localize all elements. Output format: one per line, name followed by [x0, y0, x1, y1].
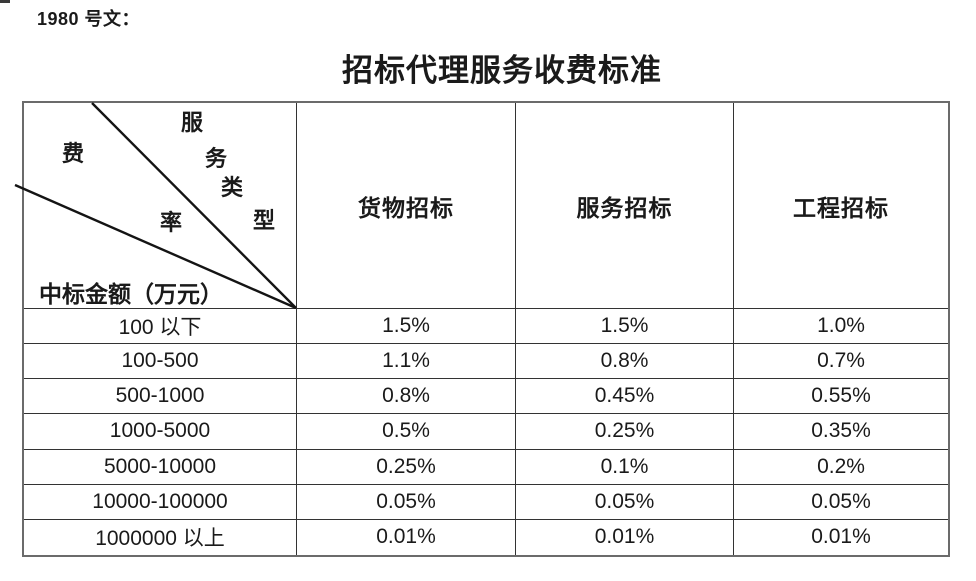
rate-value: 0.7%	[734, 344, 948, 380]
column-header-service: 服务招标	[516, 103, 734, 309]
rate-value: 1.5%	[297, 309, 516, 345]
corner-type-label-char: 类	[221, 175, 244, 200]
column-header-engineering: 工程招标	[734, 103, 948, 309]
rate-value: 0.01%	[811, 525, 871, 549]
page-title: 招标代理服务收费标准	[342, 53, 662, 88]
row-range: 100-500	[24, 344, 297, 380]
rate-value: 0.05%	[297, 484, 516, 520]
rate-value: 1.5%	[516, 309, 734, 345]
row-range: 1000000 以上	[24, 519, 297, 555]
diagonal-divider-lines	[14, 102, 297, 310]
rate-value: 0.1%	[516, 449, 734, 485]
corner-rate-label-char: 费	[62, 141, 85, 166]
rate-value: 0.01%	[516, 519, 734, 555]
rate-value: 0.25%	[516, 414, 734, 450]
row-range: 1000-5000	[24, 414, 297, 450]
rate-value: 0.5%	[297, 414, 516, 450]
rate-value: 0.05%	[516, 484, 734, 520]
row-range: 500-1000	[24, 379, 297, 415]
rate-value: 1.1%	[297, 344, 516, 380]
table-corner-cell: 服 务 类 型 费 率 中标金额（万元）	[14, 102, 297, 310]
doc-ref-label: 1980 号文：	[37, 9, 141, 29]
rate-value: 0.55%	[734, 379, 948, 415]
corner-type-label-char: 服	[181, 110, 204, 135]
rate-value: 0.05%	[734, 485, 948, 520]
rate-value: 1.0%	[734, 309, 948, 345]
fee-table: 服 务 类 型 费 率 中标金额（万元） 货物招标 服务招标 工程招标 100 …	[14, 101, 950, 557]
corner-rate-label-char: 率	[160, 210, 183, 235]
row-range: 5000-10000	[24, 449, 297, 485]
rate-value: 0.35%	[734, 414, 948, 450]
scan-artifact	[0, 0, 10, 3]
rate-value: 0.8%	[297, 379, 516, 415]
row-range: 100 以下	[24, 309, 297, 345]
rate-value: 0.25%	[297, 449, 516, 485]
corner-type-label-char: 型	[253, 208, 276, 233]
rate-value: 0.8%	[516, 344, 734, 380]
rate-value: 0.2%	[734, 450, 948, 485]
row-range: 10000-100000	[24, 484, 297, 520]
rate-value: 0.45%	[516, 379, 734, 415]
corner-amount-label: 中标金额（万元）	[39, 282, 223, 307]
corner-type-label-char: 务	[205, 146, 228, 171]
column-header-goods: 货物招标	[297, 103, 516, 309]
rate-value: 0.01%	[297, 519, 516, 555]
